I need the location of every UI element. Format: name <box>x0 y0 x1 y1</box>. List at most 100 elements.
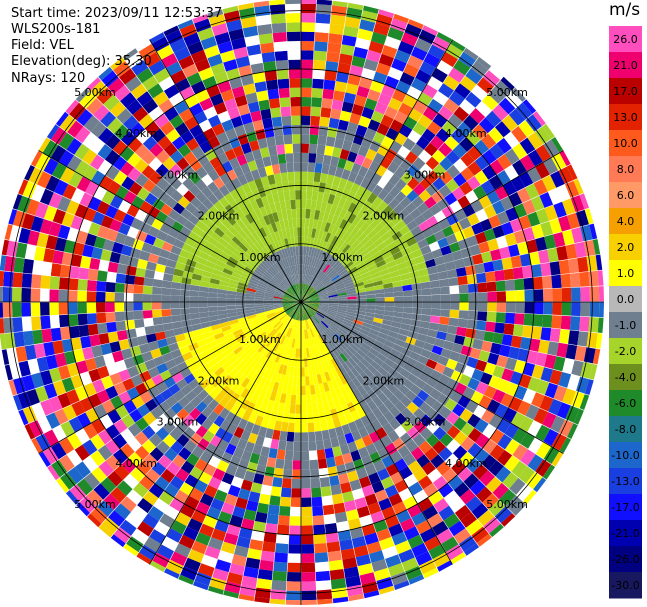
range-gate <box>323 331 331 340</box>
range-gate <box>257 239 266 250</box>
range-gate <box>98 524 114 538</box>
range-gate <box>332 417 342 428</box>
range-gate <box>203 265 214 274</box>
range-gate <box>265 428 274 439</box>
range-gate <box>320 320 329 329</box>
range-gate <box>214 489 228 503</box>
range-gate <box>330 14 346 26</box>
range-gate <box>500 76 515 91</box>
range-gate <box>301 283 303 293</box>
range-gate <box>298 255 301 265</box>
range-gate <box>310 468 320 479</box>
range-gate <box>345 314 355 320</box>
range-gate <box>453 59 471 76</box>
range-gate <box>571 391 585 409</box>
range-gate <box>266 399 275 411</box>
range-gate <box>305 246 310 256</box>
range-gate <box>281 345 287 356</box>
range-gate <box>189 432 203 446</box>
range-gate <box>115 273 126 284</box>
range-gate <box>95 291 106 302</box>
range-gate <box>351 162 362 175</box>
range-gate <box>86 302 97 314</box>
range-gate <box>406 86 422 100</box>
range-gate <box>288 287 296 296</box>
range-gate <box>0 318 5 334</box>
range-gate <box>515 302 525 314</box>
range-gate <box>339 539 354 551</box>
range-gate <box>466 458 482 473</box>
range-gate <box>403 307 413 314</box>
range-gate <box>207 297 218 302</box>
colorbar-swatch <box>609 52 642 79</box>
range-gate <box>164 568 180 579</box>
range-gate <box>240 377 251 388</box>
range-gate <box>209 577 227 591</box>
range-gate <box>254 81 267 93</box>
range-gate <box>243 566 259 579</box>
range-gate <box>204 241 215 251</box>
range-gate <box>429 280 440 289</box>
range-gate <box>299 302 301 312</box>
range-gate <box>289 266 294 276</box>
range-gate <box>234 95 248 107</box>
range-gate <box>153 271 165 281</box>
range-gate <box>336 239 345 250</box>
range-gate <box>196 153 210 167</box>
range-gate <box>241 450 252 462</box>
range-gate <box>329 23 345 35</box>
range-gate <box>310 303 320 307</box>
range-gate <box>289 319 295 329</box>
range-gate <box>30 302 41 317</box>
range-gate <box>556 342 568 358</box>
range-gate <box>274 201 282 212</box>
range-gate <box>310 317 317 327</box>
range-gate <box>277 312 286 319</box>
range-gate <box>445 261 456 271</box>
range-gate <box>201 270 213 278</box>
range-gate <box>192 384 204 396</box>
range-gate <box>318 307 328 312</box>
range-gate <box>467 146 482 161</box>
range-gate <box>116 108 133 124</box>
range-gate <box>109 251 121 264</box>
range-gate <box>299 292 301 302</box>
range-gate <box>482 439 498 455</box>
range-gate <box>481 94 499 111</box>
range-gate <box>437 393 450 406</box>
range-gate <box>326 457 336 468</box>
range-gate <box>363 279 373 285</box>
range-gate <box>213 200 225 212</box>
range-gate <box>120 161 135 176</box>
range-gate <box>295 395 301 405</box>
range-gate <box>182 426 196 440</box>
range-gate <box>195 191 208 204</box>
range-gate <box>373 340 385 349</box>
range-gate <box>100 343 112 356</box>
range-gate <box>96 200 110 215</box>
range-gate <box>312 375 319 385</box>
range-gate <box>449 351 461 362</box>
range-gate <box>467 283 478 293</box>
range-gate <box>347 299 357 302</box>
range-gate <box>508 244 520 257</box>
range-gate <box>277 354 284 365</box>
range-gate <box>348 593 364 602</box>
range-gate <box>306 309 313 318</box>
range-gate <box>159 248 171 259</box>
range-gate <box>427 265 438 275</box>
range-gate <box>275 221 282 232</box>
range-gate <box>67 302 78 315</box>
range-gate <box>326 286 336 292</box>
range-gate <box>446 150 461 165</box>
range-gate <box>250 62 265 74</box>
range-gate <box>284 336 290 347</box>
range-gate <box>440 245 452 256</box>
range-gate <box>52 209 66 225</box>
range-gate <box>159 370 172 382</box>
range-gate <box>535 236 548 252</box>
range-gate <box>567 374 581 391</box>
range-gate <box>270 278 280 286</box>
range-gate <box>283 296 293 300</box>
range-gate <box>177 196 190 209</box>
